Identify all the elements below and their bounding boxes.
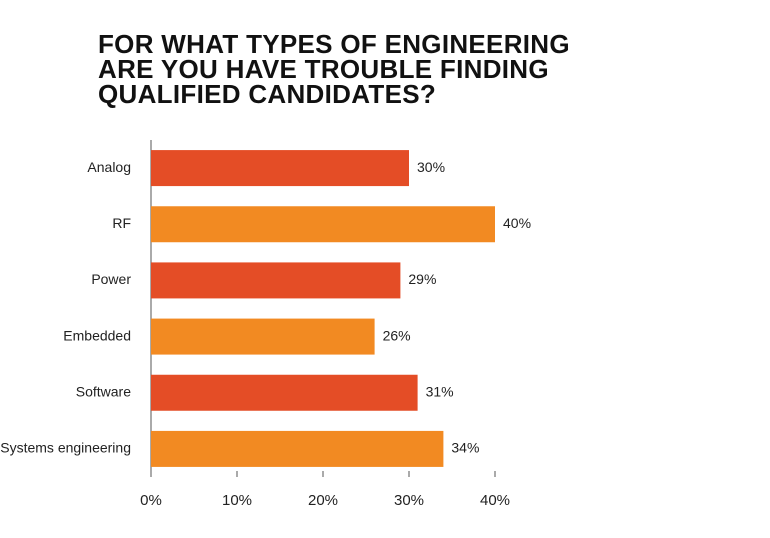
chart-title: FOR WHAT TYPES OF ENGINEERING ARE YOU HA…: [98, 29, 570, 109]
x-tick-label: 30%: [394, 492, 424, 509]
value-label: 31%: [426, 383, 454, 399]
value-label: 30%: [417, 159, 445, 175]
value-label: 40%: [503, 215, 531, 231]
y-tick-label: RF: [112, 215, 131, 231]
y-tick-label: Systems engineering: [0, 440, 131, 456]
y-tick-label: Software: [76, 383, 131, 399]
bar: [151, 206, 495, 243]
value-label: 29%: [408, 271, 436, 287]
value-label: 34%: [451, 440, 479, 456]
y-tick-label: Power: [91, 271, 131, 287]
x-tick-label: 40%: [480, 492, 510, 509]
x-tick-label: 20%: [308, 492, 338, 509]
x-tick-label: 10%: [222, 492, 252, 509]
y-tick-label: Analog: [87, 159, 131, 175]
value-label: 26%: [383, 327, 411, 343]
bar: [151, 374, 418, 411]
y-tick-label: Embedded: [63, 327, 131, 343]
bar: [151, 262, 401, 299]
x-tick-label: 0%: [140, 492, 162, 509]
bar: [151, 150, 409, 187]
bar: [151, 430, 444, 467]
bar: [151, 318, 375, 355]
